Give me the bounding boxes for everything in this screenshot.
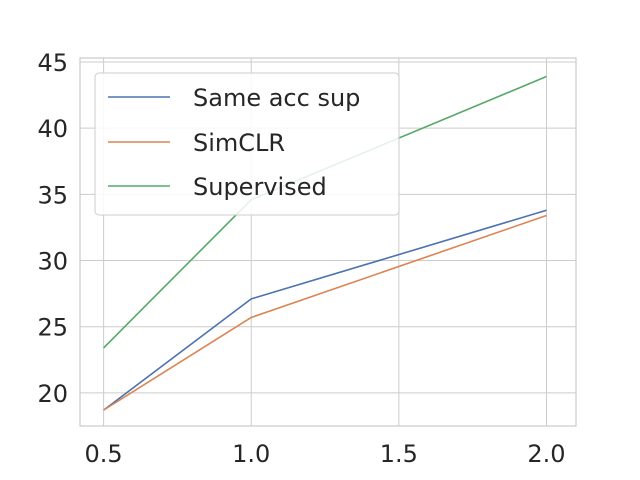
x-tick-label: 0.5	[85, 440, 123, 468]
tick-labels: 0.5 1.0 1.5 2.0 20 25 30 35 40 45	[37, 49, 565, 468]
y-tick-label: 35	[37, 181, 68, 209]
legend-label-simclr: SimCLR	[193, 129, 285, 157]
legend-label-supervised: Supervised	[193, 173, 327, 201]
y-tick-label: 30	[37, 248, 68, 276]
series-line-simclr	[103, 214, 547, 411]
y-tick-label: 20	[37, 380, 68, 408]
legend-box	[94, 72, 400, 216]
legend: Same acc sup SimCLR Supervised	[94, 72, 400, 216]
y-tick-label: 45	[37, 49, 68, 77]
series-line-same-acc-sup	[103, 209, 547, 411]
x-tick-label: 2.0	[527, 440, 565, 468]
legend-label-same-acc-sup: Same acc sup	[193, 84, 360, 112]
x-tick-label: 1.5	[380, 440, 418, 468]
x-tick-label: 1.0	[232, 440, 270, 468]
y-tick-label: 25	[37, 314, 68, 342]
y-tick-label: 40	[37, 115, 68, 143]
